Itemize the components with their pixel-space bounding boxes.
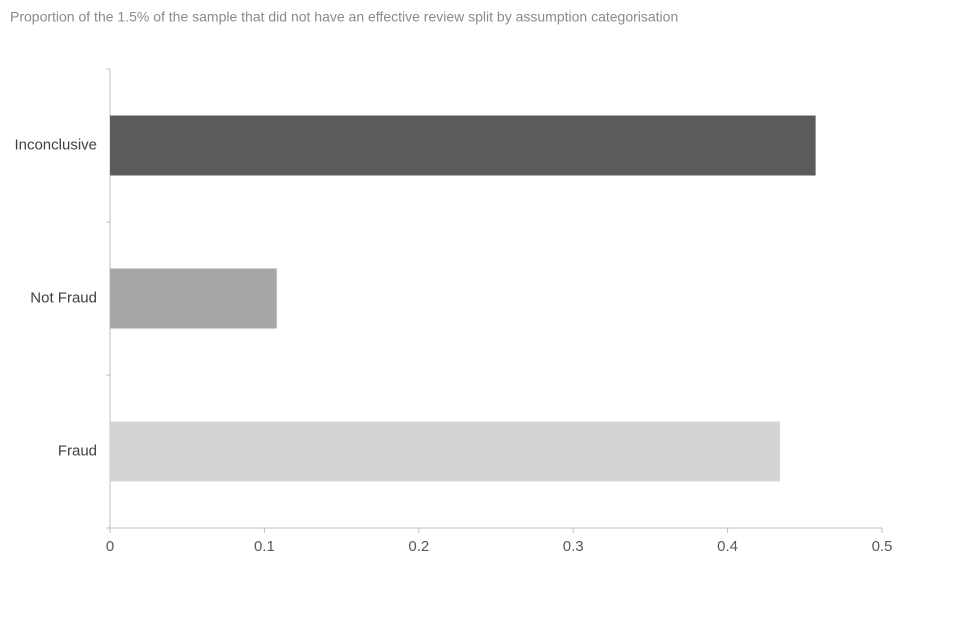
bar — [110, 268, 277, 329]
y-tick-label: Inconclusive — [14, 136, 97, 153]
x-tick-label: 0.4 — [717, 538, 738, 555]
y-tick-label: Not Fraud — [30, 289, 97, 306]
x-tick-label: 0.1 — [254, 538, 275, 555]
bar — [110, 421, 781, 482]
chart-title: Proportion of the 1.5% of the sample tha… — [10, 9, 678, 25]
bar — [110, 115, 816, 176]
x-tick-label: 0 — [106, 538, 114, 555]
x-tick-label: 0.2 — [408, 538, 429, 555]
y-tick-label: Fraud — [58, 442, 97, 459]
x-tick-label: 0.3 — [563, 538, 584, 555]
x-tick-label: 0.5 — [872, 538, 893, 555]
